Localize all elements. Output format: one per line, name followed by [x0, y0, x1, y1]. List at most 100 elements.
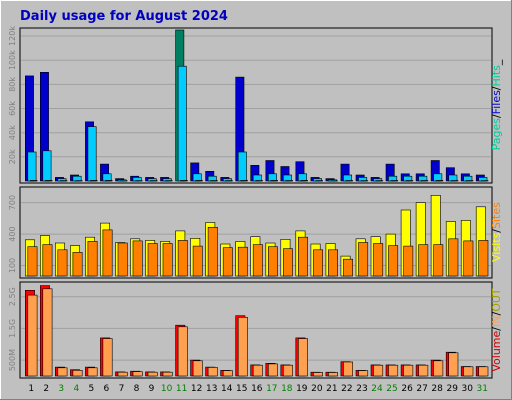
bar-pages	[390, 180, 399, 182]
bar-in	[147, 371, 158, 377]
bar-sites	[147, 243, 158, 277]
legend-part: _	[490, 59, 503, 66]
bar-in	[252, 364, 263, 377]
bar-sites	[117, 242, 128, 277]
legend-label: Volume/IN/OUT	[490, 288, 503, 372]
legend-part: IN	[490, 316, 503, 327]
bar-in	[478, 366, 489, 377]
y-tick-label: 400	[8, 226, 17, 241]
x-tick-label: 10	[161, 384, 173, 394]
bar-pages	[195, 180, 203, 182]
x-tick-label: 9	[149, 384, 155, 394]
bar-sites	[463, 240, 474, 277]
x-tick-label: 4	[74, 384, 80, 394]
bar-in	[463, 366, 474, 377]
bar-pages	[345, 180, 353, 182]
bar-sites	[42, 244, 53, 277]
x-tick-label: 3	[58, 384, 64, 394]
legend-part: Pages	[490, 118, 503, 151]
x-tick-label: 7	[119, 384, 125, 394]
x-tick-label: 27	[416, 384, 427, 394]
bar-in	[373, 364, 384, 377]
x-tick-label: 23	[356, 384, 367, 394]
bar-sites	[207, 227, 218, 277]
y-tick-label: 700	[8, 195, 17, 210]
bar-files	[282, 174, 292, 182]
x-tick-labels: 1 2 3 4 5 6 7 8 9 10 11 12 13 14 15 16 17 18 19 20 21 22 23 24 2…	[28, 384, 487, 394]
bar-files	[42, 150, 52, 182]
y-tick-label: 120k	[8, 26, 17, 46]
x-tick-label: 1	[28, 384, 34, 394]
x-tick-label: 30	[461, 384, 473, 394]
legend-part: /	[490, 312, 503, 316]
bar-in	[177, 326, 188, 377]
x-tick-label: 17	[266, 384, 277, 394]
gridlines	[21, 35, 491, 361]
bar-sites	[478, 240, 489, 277]
bar-in	[403, 364, 414, 377]
bar-in	[27, 294, 38, 377]
bar-files	[87, 126, 97, 182]
x-tick-label: 31	[476, 384, 487, 394]
bar-files	[72, 175, 82, 182]
bar-sites	[282, 248, 293, 277]
bar-sites	[87, 241, 98, 277]
bar-pages	[44, 180, 53, 182]
bar-sites	[192, 245, 203, 277]
bar-in	[42, 288, 53, 377]
bar-in	[328, 372, 338, 377]
y-tick-label: 60k	[8, 101, 17, 116]
bar-in	[102, 338, 113, 377]
bar-in	[87, 367, 98, 377]
bar-sites	[132, 240, 143, 277]
bar-pages	[240, 180, 248, 182]
bar-sites	[433, 244, 444, 277]
x-tick-label: 2	[43, 384, 49, 394]
bar-in	[72, 369, 83, 377]
x-tick-label: 24	[371, 384, 383, 394]
bar-files	[237, 151, 247, 182]
bar-files	[102, 173, 112, 182]
x-tick-label: 6	[104, 384, 110, 394]
legends: Pages/Files/Hits_Visits/SitesVolume/IN/O…	[490, 59, 503, 372]
bar-sites	[177, 240, 188, 277]
bar-in	[448, 352, 459, 377]
bar-in	[343, 361, 353, 377]
bar-files	[267, 173, 277, 182]
x-tick-label: 19	[296, 384, 308, 394]
bar-in	[192, 360, 203, 377]
y-tick-label: 40k	[8, 125, 17, 140]
y-tick-label: 1.5G	[8, 319, 17, 338]
bar-in	[297, 338, 308, 377]
y-tick-label: 100k	[8, 50, 17, 70]
x-tick-label: 29	[446, 384, 458, 394]
y-tick-labels: 20k 40k 60k 80k 100k 120k 100 400 700 500M 1.5G 2.5…	[8, 26, 17, 372]
bar-pages	[105, 180, 113, 182]
bar-sites	[403, 245, 414, 277]
bar-in	[162, 371, 173, 377]
bar-files	[433, 173, 443, 182]
legend-label: Visits/Sites	[490, 202, 503, 262]
bar-sites	[72, 252, 83, 277]
bar-pages	[450, 180, 459, 182]
legend-part: Volume	[490, 330, 503, 371]
bar-in	[388, 364, 399, 377]
bar-sites	[358, 242, 369, 277]
bar-sites	[328, 249, 338, 277]
legend-part: /	[490, 86, 503, 90]
bar-in	[267, 363, 278, 377]
bar-pages	[435, 180, 444, 182]
x-tick-label: 16	[251, 384, 263, 394]
bar-pages	[180, 180, 188, 182]
bar-in	[132, 371, 143, 377]
x-tick-label: 28	[431, 384, 443, 394]
bar-sites	[222, 247, 233, 277]
x-tick-label: 12	[191, 384, 202, 394]
bar-in	[57, 367, 68, 377]
bar-files	[177, 65, 187, 182]
bar-in	[117, 371, 128, 377]
bar-pages	[255, 180, 263, 182]
bar-in	[222, 370, 233, 377]
bar-files	[192, 173, 202, 182]
